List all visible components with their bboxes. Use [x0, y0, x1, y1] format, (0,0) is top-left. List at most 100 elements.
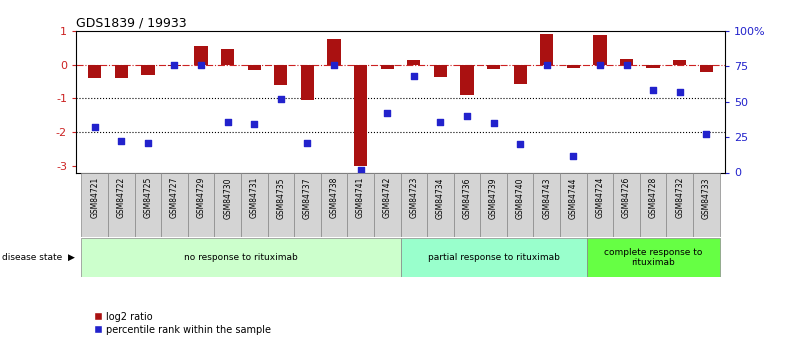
Bar: [640, 173, 666, 237]
Legend: log2 ratio, percentile rank within the sample: log2 ratio, percentile rank within the s…: [89, 308, 276, 338]
Bar: [274, 65, 288, 85]
Bar: [328, 39, 340, 65]
Text: no response to rituximab: no response to rituximab: [184, 253, 298, 262]
Bar: [513, 65, 527, 84]
Text: GSM84722: GSM84722: [117, 177, 126, 218]
Bar: [586, 238, 719, 277]
Text: GSM84732: GSM84732: [675, 177, 684, 218]
Bar: [407, 60, 421, 65]
Text: complete response to
rituximab: complete response to rituximab: [604, 248, 702, 267]
Bar: [400, 173, 427, 237]
Bar: [221, 49, 235, 65]
Bar: [88, 65, 102, 78]
Point: [408, 73, 421, 79]
Bar: [533, 173, 560, 237]
Bar: [646, 65, 660, 68]
Point: [700, 131, 713, 137]
Point: [567, 153, 580, 158]
Point: [88, 125, 101, 130]
Bar: [348, 173, 374, 237]
Text: GSM84729: GSM84729: [196, 177, 206, 218]
Point: [142, 140, 155, 146]
Bar: [699, 65, 713, 72]
Point: [646, 88, 659, 93]
Point: [248, 122, 260, 127]
Bar: [433, 65, 447, 77]
Bar: [487, 65, 500, 69]
Bar: [108, 173, 135, 237]
Bar: [400, 238, 586, 277]
Bar: [354, 65, 368, 166]
Bar: [380, 65, 394, 69]
Text: GSM84730: GSM84730: [223, 177, 232, 218]
Bar: [82, 173, 108, 237]
Bar: [673, 60, 686, 65]
Text: partial response to rituximab: partial response to rituximab: [428, 253, 560, 262]
Bar: [268, 173, 294, 237]
Bar: [187, 173, 215, 237]
Bar: [168, 65, 181, 66]
Bar: [666, 173, 693, 237]
Point: [620, 62, 633, 68]
Bar: [620, 59, 633, 65]
Bar: [195, 46, 207, 65]
Bar: [294, 173, 320, 237]
Text: GSM84724: GSM84724: [595, 177, 605, 218]
Text: GSM84742: GSM84742: [383, 177, 392, 218]
Point: [513, 141, 526, 147]
Bar: [320, 173, 348, 237]
Bar: [135, 173, 161, 237]
Text: disease state  ▶: disease state ▶: [2, 253, 74, 262]
Text: GSM84735: GSM84735: [276, 177, 285, 218]
Text: GSM84733: GSM84733: [702, 177, 710, 218]
Text: GSM84741: GSM84741: [356, 177, 365, 218]
Point: [221, 119, 234, 124]
Bar: [461, 65, 473, 95]
Bar: [453, 173, 481, 237]
Point: [674, 89, 686, 95]
Bar: [560, 173, 586, 237]
Bar: [115, 65, 128, 78]
Point: [115, 139, 127, 144]
Text: GSM84723: GSM84723: [409, 177, 418, 218]
Text: GSM84726: GSM84726: [622, 177, 631, 218]
Point: [434, 119, 447, 124]
Text: GSM84739: GSM84739: [489, 177, 498, 218]
Bar: [481, 173, 507, 237]
Point: [168, 62, 181, 68]
Text: GSM84736: GSM84736: [462, 177, 472, 218]
Text: GSM84725: GSM84725: [143, 177, 152, 218]
Bar: [215, 173, 241, 237]
Text: GSM84734: GSM84734: [436, 177, 445, 218]
Bar: [374, 173, 400, 237]
Bar: [82, 238, 400, 277]
Point: [541, 62, 553, 68]
Point: [328, 62, 340, 68]
Bar: [614, 173, 640, 237]
Point: [275, 96, 288, 102]
Text: GSM84731: GSM84731: [250, 177, 259, 218]
Point: [195, 62, 207, 68]
Text: GSM84737: GSM84737: [303, 177, 312, 218]
Bar: [248, 65, 261, 70]
Text: GSM84744: GSM84744: [569, 177, 578, 218]
Bar: [141, 65, 155, 75]
Text: GSM84721: GSM84721: [91, 177, 99, 218]
Point: [301, 140, 314, 146]
Bar: [161, 173, 187, 237]
Bar: [693, 173, 719, 237]
Bar: [566, 65, 580, 68]
Bar: [507, 173, 533, 237]
Point: [461, 113, 473, 119]
Bar: [540, 34, 553, 65]
Text: GSM84743: GSM84743: [542, 177, 551, 218]
Point: [487, 120, 500, 126]
Text: GSM84727: GSM84727: [170, 177, 179, 218]
Text: GSM84728: GSM84728: [649, 177, 658, 218]
Text: GDS1839 / 19933: GDS1839 / 19933: [76, 17, 187, 30]
Bar: [586, 173, 614, 237]
Point: [380, 110, 393, 116]
Bar: [241, 173, 268, 237]
Bar: [301, 65, 314, 100]
Text: GSM84738: GSM84738: [329, 177, 339, 218]
